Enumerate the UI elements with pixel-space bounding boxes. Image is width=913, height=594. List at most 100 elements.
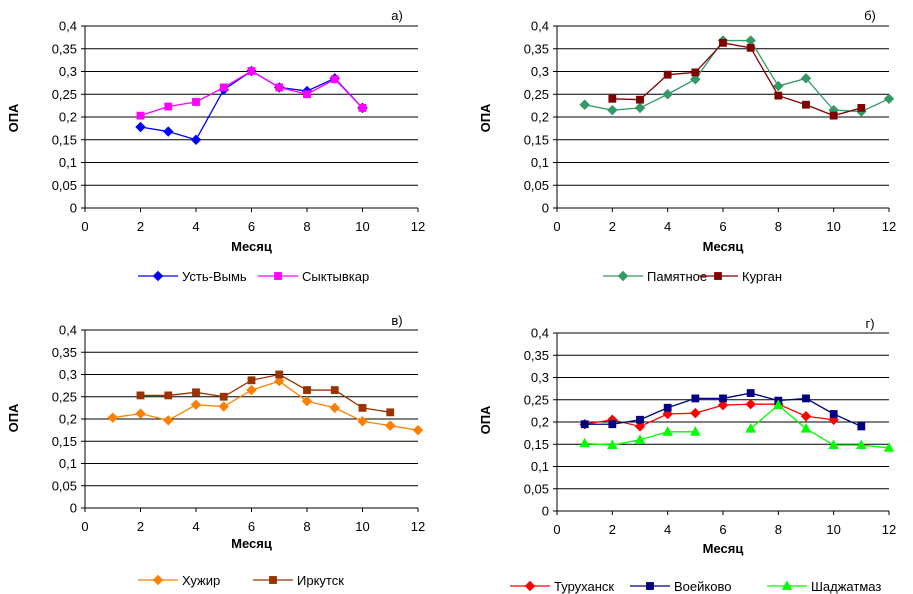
panel-label: в) <box>391 313 402 328</box>
x-tick-label: 0 <box>553 219 560 234</box>
legend-label: Памятное <box>647 269 707 284</box>
chart-panel-4: 0 0,05 0,1 0,15 0,2 0,25 0,3 0,35 0,4 0 2 4 6 8 10 12 Ме… <box>478 316 896 594</box>
series-2 <box>136 370 395 417</box>
x-tick-label: 6 <box>248 519 255 534</box>
x-tick-label: 4 <box>664 522 671 537</box>
data-point <box>828 439 839 450</box>
data-point <box>691 68 700 77</box>
legend-marker <box>617 270 629 282</box>
data-point <box>247 376 256 385</box>
data-point <box>275 83 284 92</box>
data-point <box>663 70 672 79</box>
x-tick-label: 6 <box>719 219 726 234</box>
legend-marker <box>274 272 282 280</box>
x-axis-title: Месяц <box>231 536 272 551</box>
x-tick-label: 6 <box>248 219 255 234</box>
y-tick-label: 0 <box>542 201 549 216</box>
data-point <box>636 415 644 424</box>
data-point <box>774 91 783 100</box>
data-point <box>219 83 228 92</box>
y-tick-label: 0,1 <box>531 155 549 170</box>
data-point <box>773 80 784 92</box>
data-point <box>634 434 646 444</box>
legend-marker <box>646 582 654 590</box>
x-tick-label: 0 <box>81 519 88 534</box>
data-point <box>829 410 838 418</box>
data-point <box>690 74 701 85</box>
series-2 <box>580 389 866 431</box>
y-tick-label: 0,25 <box>524 87 549 102</box>
data-point <box>358 104 367 112</box>
y-tick-label: 0,25 <box>524 392 549 407</box>
data-point <box>800 410 812 422</box>
y-tick-label: 0,4 <box>59 323 77 338</box>
legend-item: Шаджатмаз <box>767 579 881 594</box>
y-tick-label: 0,15 <box>52 132 77 147</box>
legend-marker <box>714 272 722 280</box>
legend-item: Курган <box>698 269 782 284</box>
x-tick-label: 12 <box>411 519 425 534</box>
x-tick-label: 2 <box>137 519 144 534</box>
data-point <box>190 134 202 145</box>
data-point <box>829 111 838 120</box>
legend-marker <box>781 580 793 590</box>
data-point <box>107 412 118 423</box>
x-tick-label: 4 <box>192 519 199 534</box>
data-point <box>719 394 727 403</box>
legend-item: Памятное <box>603 269 707 284</box>
x-axis-title: Месяц <box>703 541 744 556</box>
x-tick-label: 8 <box>303 519 310 534</box>
data-point <box>136 111 145 120</box>
series-line <box>140 70 363 117</box>
chart-panel-2: 0 0,05 0,1 0,15 0,2 0,25 0,3 0,35 0,4 0 2 4 6 8 10 12 Ме… <box>478 8 896 284</box>
legend-marker <box>152 270 164 282</box>
y-tick-label: 0,35 <box>52 345 77 360</box>
panel-label: а) <box>391 8 403 23</box>
data-point <box>163 126 174 137</box>
y-tick-label: 0,2 <box>531 415 549 430</box>
x-tick-label: 4 <box>192 219 199 234</box>
legend-item: Усть-Вымь <box>138 269 247 284</box>
data-point <box>607 104 618 116</box>
y-tick-label: 0,2 <box>59 110 77 125</box>
data-point <box>856 439 867 450</box>
y-tick-label: 0,15 <box>524 132 549 147</box>
data-point <box>580 420 589 429</box>
data-point <box>690 407 701 419</box>
data-point <box>579 99 590 110</box>
series-1 <box>579 35 895 117</box>
x-tick-label: 6 <box>719 522 726 537</box>
data-point <box>330 75 339 84</box>
y-tick-label: 0,2 <box>59 412 77 427</box>
x-tick-label: 8 <box>303 219 310 234</box>
series-1 <box>107 375 424 436</box>
y-tick-label: 0,1 <box>531 459 549 474</box>
legend-label: Курган <box>742 269 782 284</box>
y-axis-title: ОПА <box>478 103 493 132</box>
y-axis-title: ОПА <box>6 103 21 132</box>
x-tick-label: 2 <box>609 219 616 234</box>
data-point <box>745 35 756 46</box>
data-point <box>773 399 784 409</box>
data-point <box>247 67 256 75</box>
y-tick-label: 0,05 <box>524 481 549 496</box>
data-point <box>662 426 673 436</box>
data-point <box>636 95 644 104</box>
data-point <box>246 384 257 396</box>
data-point <box>329 402 340 414</box>
x-tick-label: 12 <box>882 219 896 234</box>
x-tick-label: 12 <box>882 522 896 537</box>
series-2 <box>136 67 367 120</box>
data-point <box>717 399 729 411</box>
x-axis-title: Месяц <box>703 239 744 254</box>
data-point <box>634 421 646 432</box>
data-point <box>746 389 755 397</box>
legend-label: Воейково <box>674 579 731 594</box>
series-line <box>612 42 862 117</box>
series-line <box>112 380 419 431</box>
data-point <box>303 386 311 394</box>
legend-label: Туруханск <box>554 579 614 594</box>
data-point <box>219 392 228 401</box>
data-point <box>802 100 810 109</box>
